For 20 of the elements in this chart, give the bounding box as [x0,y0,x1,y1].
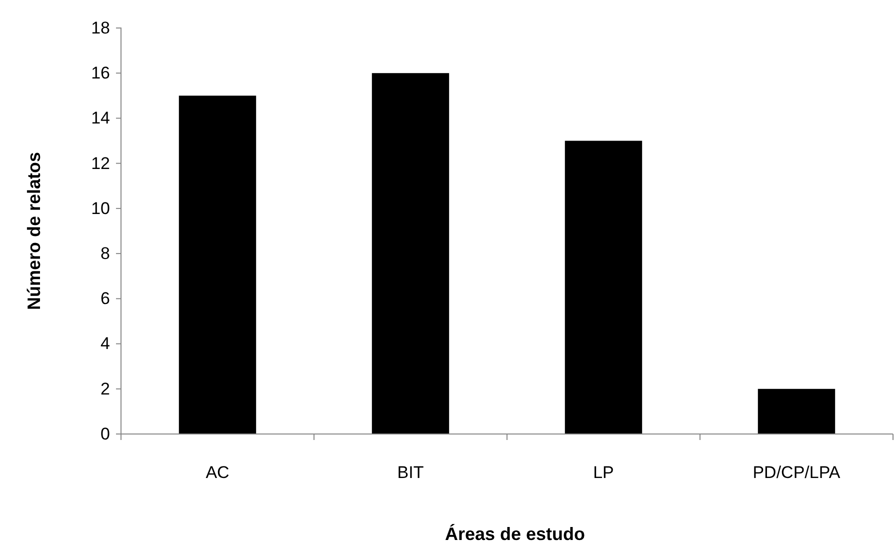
bar [564,140,642,434]
x-axis-title: Áreas de estudo [444,524,586,544]
bar [758,388,836,434]
y-tick-label: 10 [91,198,110,218]
y-tick-label: 0 [100,424,110,444]
y-axis-title: Número de relatos [24,152,44,310]
y-tick-label: 18 [91,18,110,38]
x-tick-label: PD/CP/LPA [752,463,841,482]
bar [372,73,450,434]
bar [178,96,256,434]
y-tick-label: 14 [91,108,110,128]
x-tick-label: AC [206,463,230,482]
y-tick-label: 2 [100,379,110,398]
y-tick-label: 4 [100,334,110,354]
y-tick-label: 16 [91,64,110,83]
x-tick-label: BIT [397,463,424,482]
x-tick-label: LP [593,463,614,482]
y-tick-label: 12 [91,154,110,173]
y-tick-label: 6 [100,289,110,308]
y-tick-label: 8 [100,244,110,263]
